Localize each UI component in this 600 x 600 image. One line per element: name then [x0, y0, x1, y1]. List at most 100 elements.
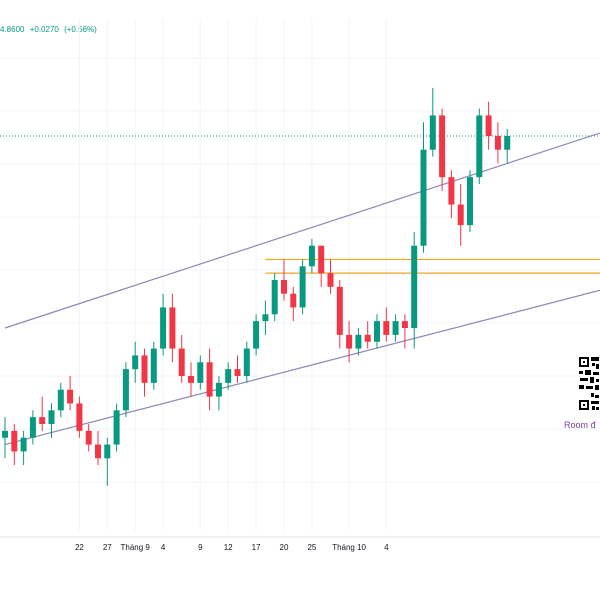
candle-body	[308, 245, 315, 267]
candle	[243, 341, 250, 383]
candle-body	[476, 115, 483, 178]
candle	[104, 437, 111, 486]
candle-body	[262, 314, 269, 322]
candle	[308, 238, 315, 274]
candle-body	[448, 177, 455, 205]
candle-body	[485, 115, 492, 136]
x-tick-label: 27	[103, 543, 112, 552]
candle	[346, 321, 353, 363]
channel-upper-line	[4, 132, 600, 329]
candle	[197, 355, 204, 390]
candle	[57, 382, 64, 418]
candle-body	[383, 321, 390, 335]
candle	[327, 259, 334, 294]
candle-body	[411, 245, 418, 328]
candle	[476, 108, 483, 184]
candle	[169, 293, 176, 363]
candle-body	[504, 136, 511, 150]
candle	[420, 122, 427, 253]
candle	[355, 328, 362, 356]
candle	[2, 417, 8, 459]
candle	[448, 170, 455, 219]
candle	[262, 300, 269, 335]
candle-body	[39, 417, 46, 424]
candle-body	[374, 321, 380, 342]
candle	[411, 232, 418, 349]
candle-body	[160, 307, 167, 349]
candle	[271, 273, 278, 322]
x-tick-label: 22	[75, 543, 84, 552]
candle	[160, 293, 167, 356]
candle	[401, 314, 408, 349]
candle-body	[429, 115, 436, 150]
candle-body	[104, 444, 111, 459]
candle-body	[281, 280, 287, 294]
candle-body	[20, 437, 27, 452]
candle-body	[290, 293, 297, 308]
candle	[281, 259, 287, 301]
candle	[290, 286, 297, 322]
candle	[457, 184, 464, 246]
candle-body	[392, 321, 399, 335]
candle-body	[178, 348, 185, 376]
candle-body	[57, 389, 64, 411]
candle-body	[2, 430, 8, 438]
candle	[467, 170, 473, 232]
candle-body	[206, 362, 213, 397]
x-tick-label: 25	[307, 543, 316, 552]
candle-body	[336, 286, 343, 335]
candle-body	[67, 389, 74, 404]
x-tick-label: 17	[252, 543, 261, 552]
candle	[39, 396, 46, 431]
x-tick-label: 12	[224, 543, 233, 552]
candle-body	[234, 369, 241, 376]
candle	[383, 307, 390, 342]
watermark-text: Room đ	[564, 420, 596, 430]
candle	[336, 280, 343, 349]
candle	[141, 348, 148, 397]
candle-body	[355, 334, 362, 349]
qr-code-icon	[578, 355, 600, 413]
candle	[150, 341, 157, 390]
candle	[485, 101, 492, 150]
candle	[374, 314, 380, 349]
candle-body	[253, 321, 260, 349]
candle	[299, 259, 306, 315]
candle-body	[150, 348, 157, 383]
price-change: +0.0270	[29, 25, 59, 34]
candle-body	[188, 376, 194, 383]
candle	[504, 129, 511, 164]
candle	[318, 245, 325, 287]
price-change-percent: (+0.56%)	[64, 25, 97, 34]
candle-body	[494, 136, 501, 150]
candle	[253, 314, 260, 356]
x-tick-label: Tháng 10	[332, 543, 366, 552]
candle	[206, 348, 213, 411]
candle-body	[169, 307, 176, 349]
candle	[95, 430, 101, 466]
candle-body	[85, 430, 92, 445]
candle	[364, 321, 371, 349]
candle	[494, 122, 501, 164]
x-tick-label: 4	[161, 543, 166, 552]
candle	[122, 362, 129, 418]
candle-body	[122, 369, 129, 411]
x-tick-label: 20	[280, 543, 289, 552]
candle	[439, 108, 446, 191]
candle-body	[197, 362, 204, 383]
candle-body	[29, 417, 36, 438]
candle-body	[401, 321, 408, 328]
candle	[20, 430, 27, 466]
candle-body	[439, 115, 446, 178]
x-tick-label: 9	[198, 543, 203, 552]
price-header: 4.8600 +0.0270 (+0.56%)	[0, 25, 100, 34]
candle	[234, 355, 241, 383]
candle	[48, 403, 55, 438]
candle-body	[299, 266, 306, 308]
channel-lower-line	[4, 289, 600, 446]
candle-body	[346, 334, 353, 349]
candle	[188, 362, 194, 397]
candle	[429, 88, 436, 157]
candle-body	[48, 410, 55, 424]
